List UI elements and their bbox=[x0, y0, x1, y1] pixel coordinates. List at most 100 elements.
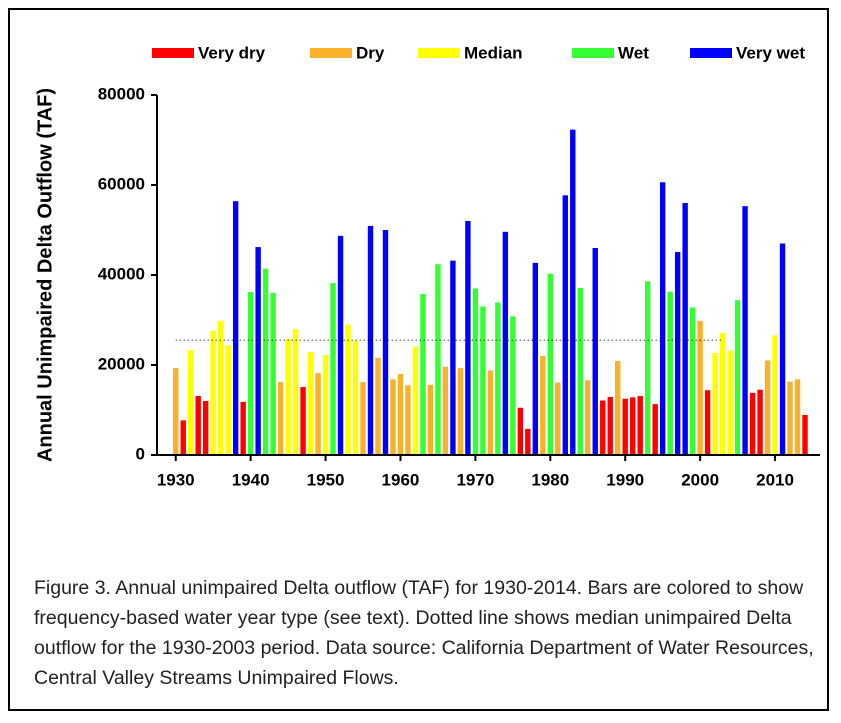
bar bbox=[607, 396, 613, 455]
bar bbox=[412, 346, 419, 455]
bar bbox=[570, 129, 576, 455]
bar bbox=[510, 316, 516, 455]
bar bbox=[540, 356, 546, 455]
bar bbox=[345, 324, 351, 455]
bar bbox=[420, 293, 426, 455]
bar bbox=[277, 382, 284, 455]
bar bbox=[270, 293, 276, 455]
y-tick-label: 0 bbox=[136, 444, 145, 463]
x-tick-label: 1990 bbox=[606, 470, 644, 489]
bar bbox=[659, 182, 666, 456]
bar bbox=[719, 333, 726, 455]
y-tick-label: 40000 bbox=[98, 264, 145, 283]
bar bbox=[517, 407, 524, 455]
bar bbox=[622, 398, 628, 455]
bar bbox=[689, 307, 696, 455]
bar bbox=[600, 400, 606, 455]
bar bbox=[682, 203, 688, 455]
bar bbox=[502, 231, 509, 455]
bar bbox=[697, 320, 703, 455]
bar bbox=[307, 351, 314, 455]
legend-swatch bbox=[310, 48, 352, 58]
legend-swatch bbox=[690, 48, 732, 58]
bar bbox=[450, 260, 456, 455]
caption: Figure 3. Annual unimpaired Delta outflo… bbox=[34, 577, 814, 689]
bar bbox=[652, 404, 658, 455]
bar bbox=[322, 355, 329, 455]
x-tick-label: 1960 bbox=[382, 470, 420, 489]
x-tick-label: 1970 bbox=[456, 470, 494, 489]
y-tick-label: 80000 bbox=[98, 84, 145, 103]
bar bbox=[337, 235, 344, 455]
bar bbox=[262, 268, 269, 455]
bar bbox=[435, 264, 441, 455]
bar bbox=[779, 243, 786, 455]
bar bbox=[457, 368, 464, 455]
bar bbox=[487, 370, 494, 455]
bar bbox=[465, 221, 471, 455]
bar bbox=[352, 340, 359, 455]
bar bbox=[210, 330, 216, 455]
bar bbox=[375, 357, 381, 455]
bar bbox=[382, 230, 389, 455]
bar bbox=[555, 382, 561, 455]
bar bbox=[525, 428, 531, 455]
bar bbox=[202, 401, 209, 455]
bar bbox=[188, 350, 194, 455]
bar bbox=[757, 389, 763, 455]
bar bbox=[637, 396, 643, 455]
bar bbox=[562, 195, 568, 455]
x-tick-label: 1930 bbox=[157, 470, 195, 489]
bar bbox=[644, 281, 651, 455]
bar bbox=[367, 225, 374, 455]
bar bbox=[472, 288, 479, 455]
bar bbox=[532, 262, 539, 455]
legend-label: Very dry bbox=[198, 43, 266, 62]
y-axis-label: Annual Unimpaired Delta Outflow (TAF) bbox=[34, 88, 56, 462]
bar bbox=[180, 420, 186, 455]
bar bbox=[442, 366, 449, 455]
legend-swatch bbox=[152, 48, 194, 58]
bar bbox=[674, 252, 681, 455]
chart: Annual Unimpaired Delta Outflow (TAF) Ve… bbox=[34, 43, 820, 489]
bar bbox=[764, 360, 771, 455]
x-tick-label: 2010 bbox=[756, 470, 794, 489]
legend-label: Very wet bbox=[736, 43, 805, 62]
bar bbox=[255, 247, 261, 455]
bar bbox=[300, 387, 306, 455]
bar bbox=[577, 288, 583, 455]
bar bbox=[704, 390, 711, 455]
bar bbox=[480, 306, 486, 455]
bar bbox=[360, 382, 366, 455]
bar bbox=[390, 379, 396, 455]
bar bbox=[727, 350, 733, 455]
bar bbox=[240, 401, 246, 455]
x-tick-label: 2000 bbox=[681, 470, 719, 489]
legend-swatch bbox=[572, 48, 614, 58]
bar bbox=[712, 352, 718, 455]
x-tick-label: 1950 bbox=[307, 470, 345, 489]
bar bbox=[794, 379, 801, 455]
bar bbox=[427, 384, 434, 455]
bar bbox=[749, 392, 756, 455]
bar bbox=[615, 360, 621, 455]
bar bbox=[173, 368, 179, 455]
bar bbox=[292, 329, 299, 455]
bar bbox=[405, 385, 411, 455]
bar bbox=[585, 380, 591, 455]
legend-label: Median bbox=[464, 43, 523, 62]
x-tick-label: 1980 bbox=[531, 470, 569, 489]
bar bbox=[217, 320, 224, 455]
legend-label: Wet bbox=[618, 43, 649, 62]
bar bbox=[195, 396, 201, 455]
bar bbox=[495, 302, 501, 455]
figure: Annual Unimpaired Delta Outflow (TAF) Ve… bbox=[8, 8, 829, 711]
bar bbox=[734, 300, 741, 455]
x-tick-label: 1940 bbox=[232, 470, 270, 489]
bar bbox=[802, 414, 808, 455]
bar bbox=[232, 201, 239, 455]
bar bbox=[772, 335, 778, 455]
bar bbox=[285, 338, 291, 455]
legend-swatch bbox=[418, 48, 460, 58]
bar bbox=[315, 373, 321, 455]
